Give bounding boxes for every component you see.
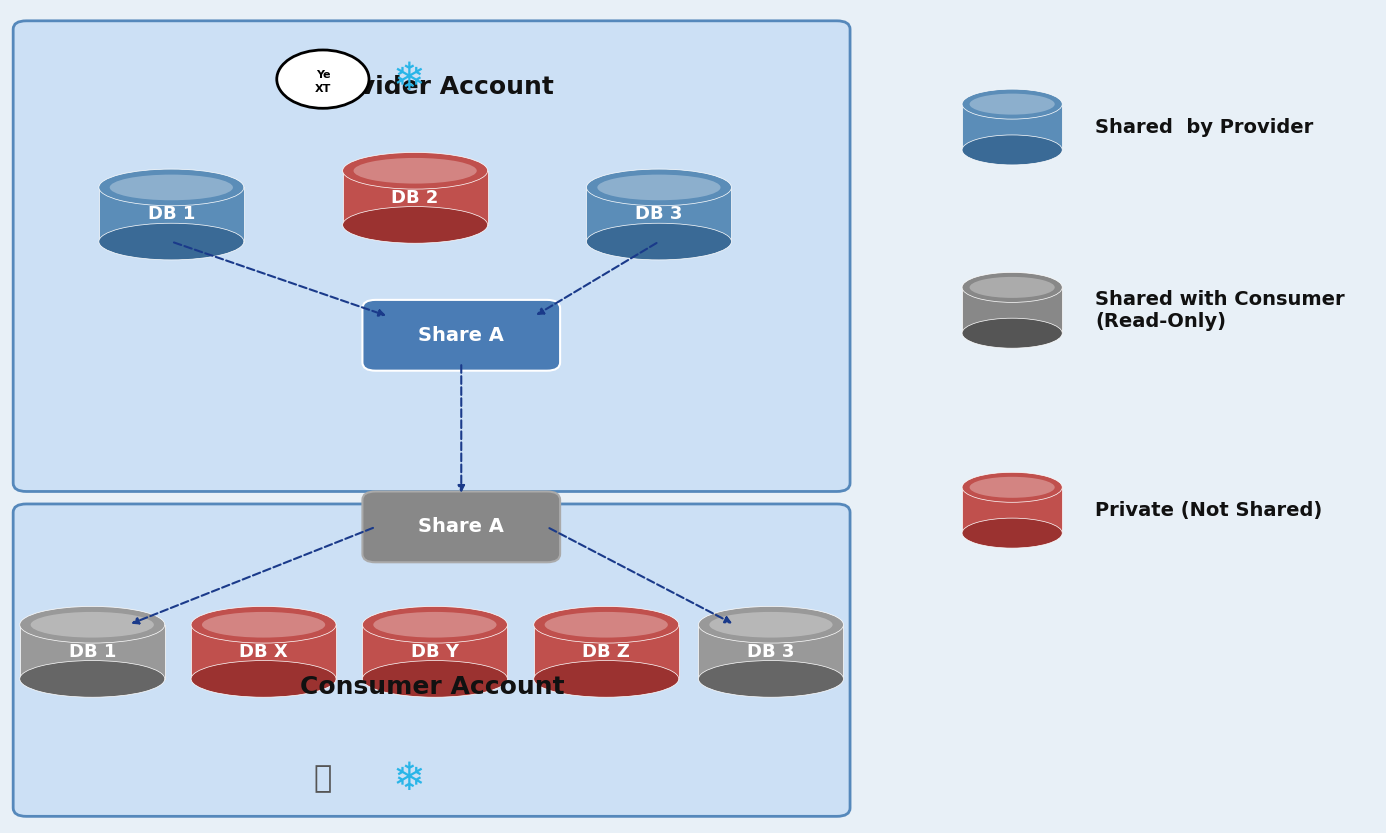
Ellipse shape [970,277,1055,298]
Circle shape [277,50,369,108]
Ellipse shape [362,606,507,643]
Ellipse shape [109,175,233,200]
Text: ❄: ❄ [392,760,426,798]
Ellipse shape [19,606,165,643]
Polygon shape [586,187,732,242]
Ellipse shape [586,223,732,260]
Ellipse shape [970,476,1055,498]
Ellipse shape [534,606,679,643]
Ellipse shape [710,612,833,637]
Ellipse shape [191,606,335,643]
Text: DB Z: DB Z [582,643,631,661]
Polygon shape [342,171,488,225]
FancyBboxPatch shape [362,300,560,371]
Polygon shape [98,187,244,242]
Polygon shape [534,625,679,679]
Polygon shape [962,104,1062,150]
Polygon shape [962,487,1062,533]
Ellipse shape [98,169,244,206]
Ellipse shape [699,661,844,697]
Ellipse shape [699,606,844,643]
Ellipse shape [962,472,1062,502]
Polygon shape [962,287,1062,333]
FancyBboxPatch shape [362,491,560,562]
Text: Provider Account: Provider Account [310,76,554,99]
Ellipse shape [962,318,1062,348]
Text: DB 1: DB 1 [148,206,195,223]
Polygon shape [699,625,844,679]
Ellipse shape [962,518,1062,548]
Text: DB 3: DB 3 [635,206,683,223]
Ellipse shape [98,223,244,260]
Ellipse shape [202,612,326,637]
Polygon shape [19,625,165,679]
Text: Ye: Ye [316,70,330,80]
Ellipse shape [362,661,507,697]
Ellipse shape [962,272,1062,302]
FancyBboxPatch shape [14,21,850,491]
Ellipse shape [545,612,668,637]
Text: Consumer Account: Consumer Account [299,676,564,699]
Text: 👥: 👥 [313,765,333,793]
Text: DB 1: DB 1 [68,643,116,661]
Text: ❄: ❄ [392,60,426,98]
Ellipse shape [342,152,488,189]
Ellipse shape [30,612,154,637]
Text: DB 2: DB 2 [391,189,439,207]
Text: Share A: Share A [419,517,505,536]
Ellipse shape [970,93,1055,115]
Ellipse shape [353,158,477,183]
FancyBboxPatch shape [14,504,850,816]
Text: Private (Not Shared): Private (Not Shared) [1095,501,1322,520]
Polygon shape [362,625,507,679]
Ellipse shape [19,661,165,697]
Ellipse shape [373,612,496,637]
Ellipse shape [962,135,1062,165]
Ellipse shape [534,661,679,697]
Text: DB X: DB X [240,643,288,661]
Ellipse shape [342,207,488,243]
Text: Shared with Consumer
(Read-Only): Shared with Consumer (Read-Only) [1095,290,1344,331]
Text: DB 3: DB 3 [747,643,794,661]
Polygon shape [191,625,335,679]
Ellipse shape [586,169,732,206]
Text: DB Y: DB Y [410,643,459,661]
Ellipse shape [962,89,1062,119]
Ellipse shape [191,661,335,697]
Text: Shared  by Provider: Shared by Provider [1095,117,1314,137]
Text: XT: XT [315,84,331,94]
Ellipse shape [597,175,721,200]
Text: Share A: Share A [419,326,505,345]
